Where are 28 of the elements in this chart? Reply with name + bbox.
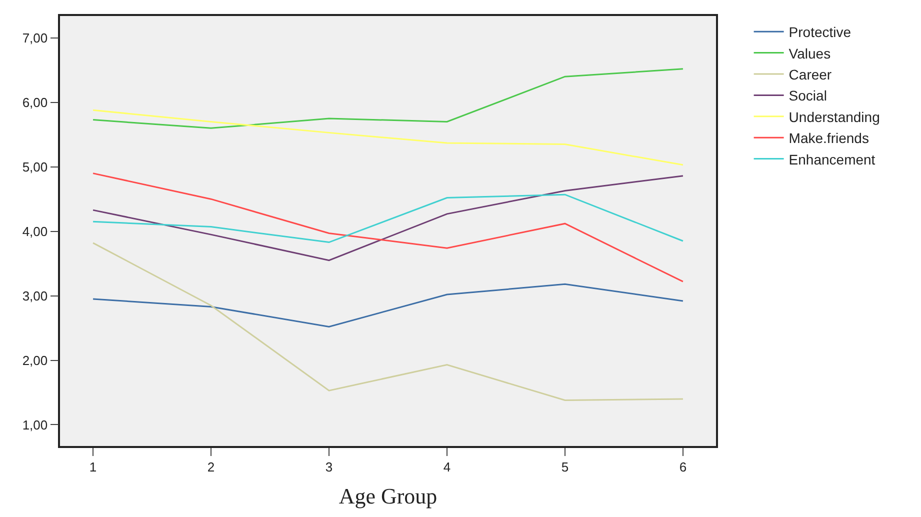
y-tick-label: 7,00 bbox=[22, 30, 48, 46]
x-tick-label: 5 bbox=[561, 459, 569, 474]
y-tick-label: 5,00 bbox=[22, 159, 48, 174]
x-tick-label: 2 bbox=[207, 459, 215, 474]
line-series bbox=[92, 194, 684, 244]
line-series bbox=[92, 172, 684, 282]
legend-label: Career bbox=[788, 66, 832, 82]
line-series bbox=[92, 109, 684, 166]
legend-label: Understanding bbox=[788, 108, 880, 125]
y-tick-label: 1,00 bbox=[22, 417, 48, 432]
line-series bbox=[92, 242, 684, 401]
line-series bbox=[92, 68, 684, 129]
x-tick-label: 1 bbox=[89, 459, 97, 474]
legend-label: Social bbox=[788, 88, 827, 104]
legend-label: Make.friends bbox=[788, 130, 869, 146]
y-tick-label: 6,00 bbox=[22, 94, 48, 110]
legend-label: Protective bbox=[788, 24, 852, 40]
y-tick-label: 3,00 bbox=[22, 288, 48, 304]
x-axis-title: Age Group bbox=[338, 484, 438, 509]
legend-label: Values bbox=[788, 45, 831, 62]
x-tick-label: 4 bbox=[443, 459, 451, 474]
line-series bbox=[92, 283, 684, 328]
x-tick-label: 6 bbox=[679, 459, 687, 474]
y-tick-label: 4,00 bbox=[22, 224, 48, 239]
line-series bbox=[92, 175, 684, 262]
y-tick-label: 2,00 bbox=[22, 352, 48, 368]
x-tick-label: 3 bbox=[325, 459, 333, 474]
legend-label: Enhancement bbox=[788, 151, 876, 168]
